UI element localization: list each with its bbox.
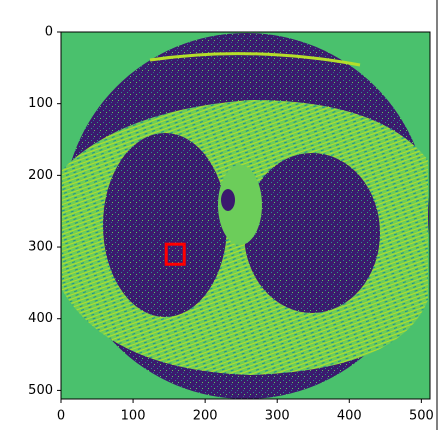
x-tick-label: 400	[337, 409, 362, 424]
y-tick-label: 500	[28, 383, 53, 398]
axes-frame	[60, 31, 431, 400]
y-tick-label: 200	[28, 168, 53, 183]
y-tick-label: 100	[28, 96, 53, 111]
y-tick-label: 300	[28, 240, 53, 255]
x-tick-label: 200	[193, 409, 218, 424]
y-tick-label: 400	[28, 311, 53, 326]
region-box	[164, 242, 186, 266]
x-tick-label: 300	[265, 409, 290, 424]
x-tick-label: 0	[57, 409, 65, 424]
ct-image	[61, 32, 430, 399]
y-tick-label: 0	[45, 25, 53, 40]
x-tick-label: 500	[409, 409, 434, 424]
x-tick-label: 100	[121, 409, 146, 424]
